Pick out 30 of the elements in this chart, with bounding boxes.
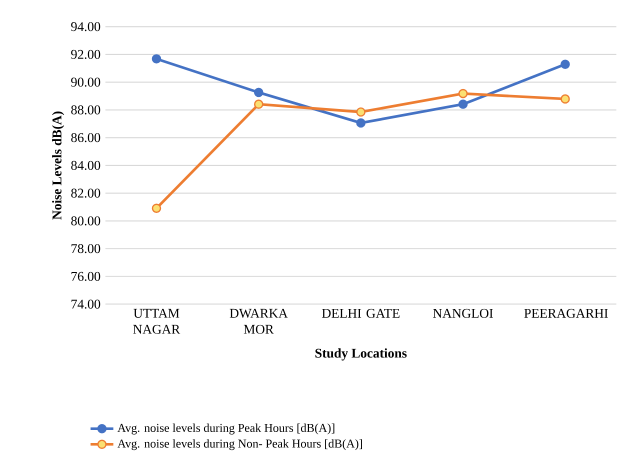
- point: [560, 60, 570, 69]
- x-tick-label: PEERAGARHI: [524, 308, 608, 318]
- y-tick-label: 80.00: [71, 216, 100, 226]
- point: [356, 107, 366, 117]
- legend-label: Avg. noise levels during Peak Hours [dB(A)]: [117, 424, 334, 434]
- x-axis-title: Study Locations: [315, 348, 407, 360]
- x-tick-label: NANGLOI: [433, 308, 493, 318]
- point: [560, 94, 570, 104]
- y-tick-label: 88.00: [71, 105, 100, 114]
- x-tick-label: DWARKA MOR: [230, 308, 288, 334]
- y-tick-label: 74.00: [72, 300, 100, 309]
- x-tick-label: DELHI GATE: [322, 308, 400, 318]
- point: [152, 204, 162, 213]
- y-tick-label: 78.00: [72, 244, 100, 254]
- y-tick-label: 92.00: [71, 50, 100, 59]
- point: [458, 100, 468, 109]
- point: [152, 54, 162, 64]
- point: [254, 100, 264, 109]
- point: [458, 88, 468, 98]
- y-tick-label: 86.00: [71, 133, 100, 142]
- y-axis-title: Noise Levels dB(A): [52, 112, 64, 220]
- point: [254, 88, 264, 98]
- y-tick-label: 76.00: [72, 272, 100, 281]
- y-tick-label: 94.00: [71, 22, 100, 32]
- y-tick-label: 84.00: [71, 160, 100, 170]
- legend-label: Avg. noise levels during Non- Peak Hours [dB(A)]: [117, 439, 362, 450]
- point: [356, 118, 366, 128]
- x-tick-label: UTTAM NAGAR: [133, 308, 180, 334]
- y-tick-label: 90.00: [71, 78, 100, 87]
- y-tick-label: 82.00: [71, 188, 100, 198]
